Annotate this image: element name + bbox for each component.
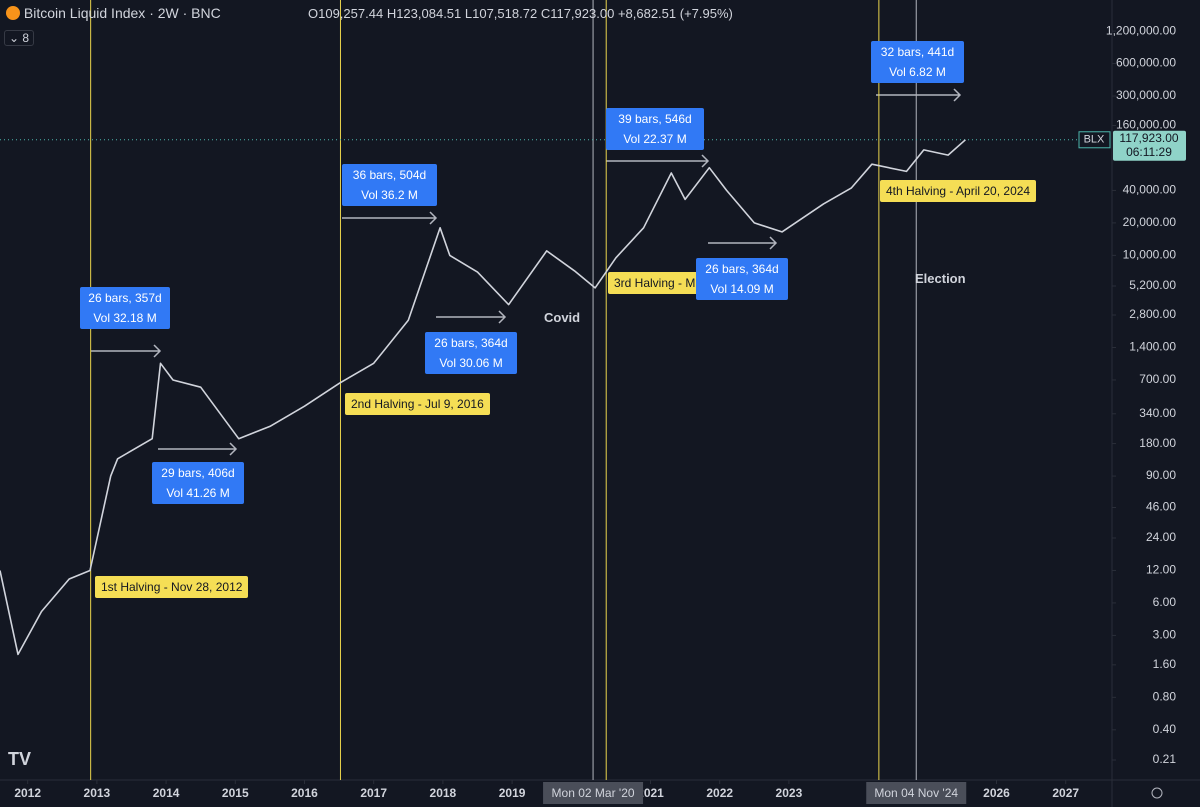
x-tick-label: 2019: [499, 786, 526, 800]
high: H123,084.51: [386, 6, 462, 21]
arrow: [342, 211, 438, 225]
symbol[interactable]: Bitcoin Liquid Index · 2W · BNC: [6, 5, 221, 21]
vol: Vol 6.82 M: [889, 65, 946, 79]
change: +8,682.51 (+7.95%): [617, 6, 733, 21]
measure-box[interactable]: 26 bars, 364d Vol 14.09 M: [696, 258, 788, 300]
measure-box[interactable]: 36 bars, 504d Vol 36.2 M: [342, 164, 437, 206]
indicator-count: 8: [22, 31, 30, 45]
halving-label: 3rd Halving - M: [608, 272, 702, 294]
measure-box[interactable]: 26 bars, 357d Vol 32.18 M: [80, 287, 170, 329]
price-line: [0, 139, 966, 656]
note: Covid: [544, 310, 581, 325]
measure-box[interactable]: 26 bars, 364d Vol 30.06 M: [425, 332, 517, 374]
x-tick-label: 2023: [776, 786, 803, 800]
x-tick-label: 2012: [14, 786, 41, 800]
arrow: [876, 88, 962, 102]
vol: Vol 36.2 M: [361, 188, 418, 202]
bars: 26 bars, 357d: [88, 291, 162, 305]
y-tick-label: 90.00: [1146, 468, 1176, 482]
bars: 29 bars, 406d: [161, 466, 235, 480]
measure-box[interactable]: 32 bars, 441d Vol 6.82 M: [871, 41, 964, 83]
series-tag-bg: [1078, 131, 1111, 149]
vol: Vol 30.06 M: [439, 356, 503, 370]
arrow: [708, 236, 778, 250]
x-tick-label: 2013: [84, 786, 111, 800]
y-tick-label: 340.00: [1139, 406, 1176, 420]
halving-label: 1st Halving - Nov 28, 2012: [95, 576, 249, 598]
measure-box[interactable]: 29 bars, 406d Vol 41.26 M: [152, 462, 244, 504]
y-tick-label: 20,000.00: [1123, 215, 1177, 229]
series-name: BLX: [1084, 134, 1105, 146]
open: O109,257.44: [308, 6, 384, 21]
y-tick-label: 2,800.00: [1129, 307, 1176, 321]
measure-box[interactable]: 39 bars, 546d Vol 22.37 M: [606, 108, 704, 150]
bars: 32 bars, 441d: [880, 45, 955, 59]
y-tick-label: 10,000.00: [1123, 248, 1177, 262]
y-tick-label: 6.00: [1153, 595, 1177, 609]
crosshair-label: Mon 04 Nov '24: [874, 786, 958, 800]
countdown: 06:11:29: [1126, 145, 1172, 159]
bars: 36 bars, 504d: [352, 168, 427, 182]
y-tick-label: 12.00: [1146, 563, 1176, 577]
y-tick-label: 300,000.00: [1116, 88, 1176, 102]
note: Election: [915, 271, 966, 286]
x-tick-label: 2022: [706, 786, 733, 800]
y-tick-label: 5,200.00: [1129, 278, 1176, 292]
crosshair-label-bg: [866, 782, 967, 804]
x-tick-label: 2026: [983, 786, 1010, 800]
last-price: 117,923.00: [1119, 131, 1178, 145]
y-tick-label: 700.00: [1139, 372, 1176, 386]
vol: Vol 41.26 M: [166, 486, 230, 500]
arrow: [158, 442, 238, 456]
crosshair-label: Mon 02 Mar '20: [552, 786, 635, 800]
coin-icon: [6, 6, 20, 20]
title: Bitcoin Liquid Index · 2W · BNC: [23, 5, 221, 21]
halving-label: 2nd Halving - Jul 9, 2016: [345, 393, 490, 415]
logo: TV: [8, 749, 31, 769]
vol: Vol 32.18 M: [93, 311, 157, 325]
x-tick-label: 2016: [291, 786, 318, 800]
crosshair-label-bg: [543, 782, 644, 804]
x-tick-label: 2018: [430, 786, 457, 800]
arrow: [436, 310, 507, 324]
bars: 26 bars, 364d: [705, 262, 779, 276]
indicators-toggle[interactable]: ⌄ 8: [4, 30, 35, 46]
measure-arrows: [91, 88, 962, 456]
y-tick-label: 40,000.00: [1123, 183, 1177, 197]
ohlc: O109,257.44 H123,084.51 L107,518.72 C117…: [308, 6, 733, 21]
y-tick-label: 0.21: [1153, 752, 1177, 766]
settings-icon[interactable]: [1151, 787, 1163, 799]
y-tick-label: 180.00: [1139, 436, 1176, 450]
y-tick-label: 1.60: [1153, 657, 1177, 671]
y-tick-label: 160,000.00: [1116, 118, 1176, 132]
y-tick-label: 0.80: [1153, 690, 1177, 704]
y-tick-label: 1,400.00: [1129, 340, 1176, 354]
x-tick-label: 2017: [360, 786, 387, 800]
y-tick-label: 0.40: [1153, 722, 1177, 736]
price-tag-bg: [1113, 130, 1186, 161]
bars: 26 bars, 364d: [434, 336, 508, 350]
y-tick-label: 1,200,000.00: [1106, 23, 1176, 37]
low: L107,518.72: [464, 6, 538, 21]
x-tick-label: 2015: [222, 786, 249, 800]
y-tick-label: 46.00: [1146, 500, 1176, 514]
vol: Vol 14.09 M: [710, 282, 774, 296]
y-tick-label: 600,000.00: [1116, 56, 1176, 70]
y-tick-label: 24.00: [1146, 530, 1176, 544]
bars: 39 bars, 546d: [618, 112, 692, 126]
halving-label: 4th Halving - April 20, 2024: [880, 180, 1037, 202]
x-tick-label: 2014: [153, 786, 180, 800]
arrow: [606, 154, 710, 168]
x-tick-label: 2027: [1052, 786, 1079, 800]
vol: Vol 22.37 M: [623, 132, 687, 146]
close: C117,923.00: [540, 6, 615, 21]
arrow: [91, 344, 162, 358]
y-tick-label: 3.00: [1153, 628, 1177, 642]
x-tick-label: 2021: [637, 786, 664, 800]
